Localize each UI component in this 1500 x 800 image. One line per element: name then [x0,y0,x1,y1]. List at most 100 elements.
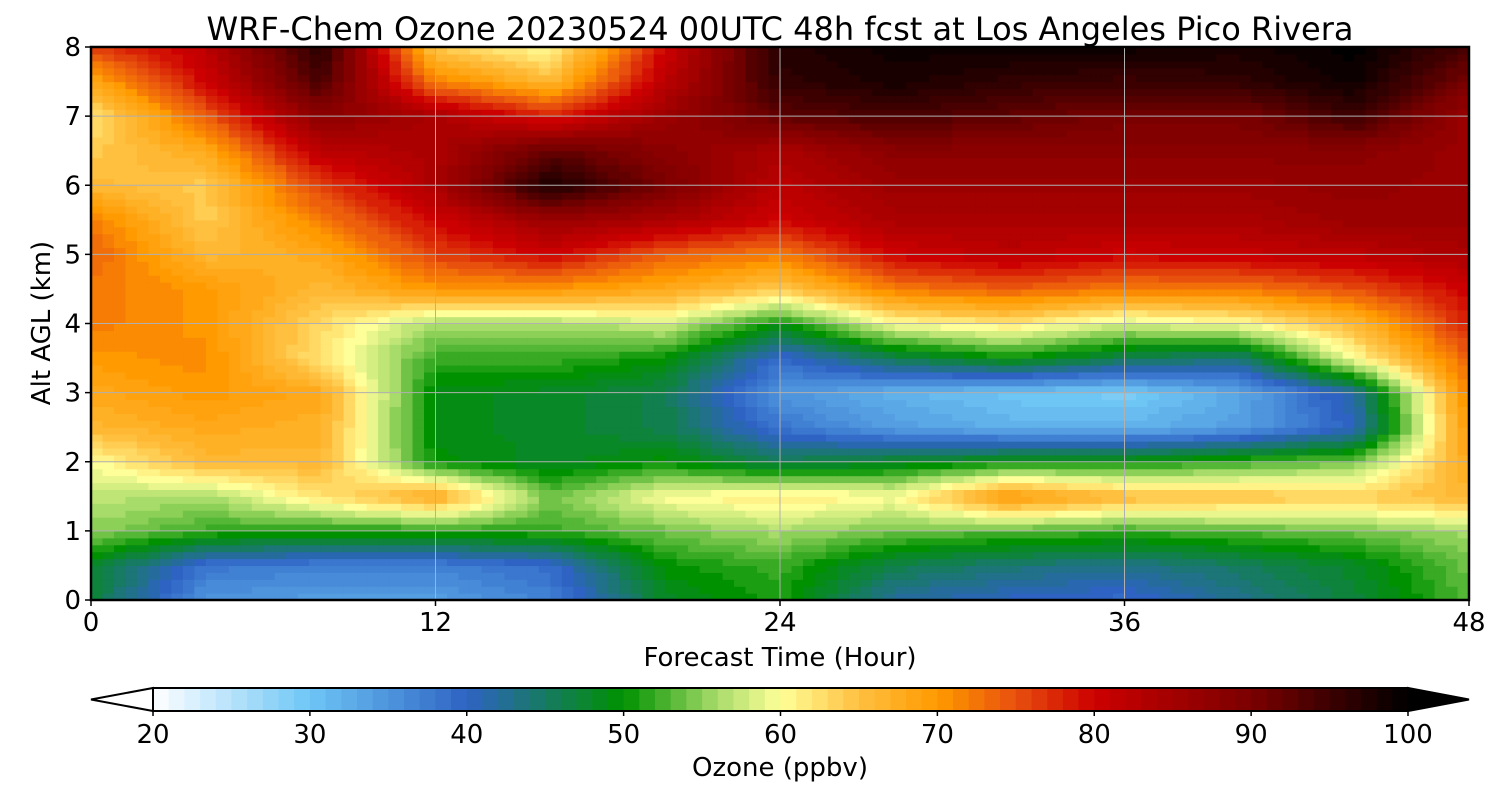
heatmap-cell [745,523,758,532]
heatmap-cell [929,309,942,318]
heatmap-cell [159,565,172,573]
heatmap-cell [860,378,873,387]
heatmap-cell [378,558,391,567]
heatmap-cell [676,482,689,490]
heatmap-cell [1009,468,1022,477]
heatmap-cell [802,309,816,318]
heatmap-cell [1170,323,1183,332]
heatmap-cell [504,558,517,567]
heatmap-cell [1135,399,1149,408]
heatmap-cell [1365,482,1378,490]
heatmap-cell [378,385,391,394]
heatmap-cell [871,530,884,539]
heatmap-cell [469,496,483,504]
heatmap-cell [1273,530,1286,539]
heatmap-cell [1067,378,1080,387]
heatmap-cell [561,579,574,587]
heatmap-cell [435,482,448,490]
heatmap-cell [1170,461,1183,470]
heatmap-cell [676,510,689,518]
heatmap-cell [538,337,551,345]
heatmap-cell [929,337,942,345]
heatmap-cell [814,406,827,414]
heatmap-cell [1044,544,1057,553]
heatmap-cell [366,551,379,560]
heatmap-cell [722,447,735,456]
heatmap-cell [274,406,287,414]
heatmap-cell [1239,316,1252,325]
heatmap-cell [366,316,379,325]
heatmap-cell [757,523,770,532]
heatmap-cell [355,454,368,463]
heatmap-cell [446,371,460,380]
heatmap-cell [894,517,907,525]
heatmap-cell [642,351,655,359]
heatmap-cell [745,337,758,345]
heatmap-cell [848,447,861,456]
heatmap-cell [584,364,597,373]
heatmap-cell [814,358,827,366]
heatmap-cell [1239,510,1252,518]
heatmap-cell [699,586,712,594]
heatmap-cell [286,510,299,518]
heatmap-cell [1147,420,1160,428]
heatmap-cell [1170,551,1183,560]
heatmap-cell [917,586,930,594]
heatmap-cell [1457,413,1470,421]
heatmap-cell [332,510,345,518]
heatmap-cell [952,517,965,525]
heatmap-cell [1113,593,1126,601]
heatmap-cell [1124,482,1137,490]
heatmap-cell [320,579,333,587]
heatmap-cell [1147,572,1160,580]
heatmap-cell [240,510,253,518]
heatmap-cell [297,572,310,580]
heatmap-cell [297,323,310,332]
heatmap-cell [1078,447,1091,456]
heatmap-cell [1250,593,1263,601]
heatmap-cell [1090,503,1103,511]
heatmap-cell [906,510,919,518]
heatmap-cell [814,364,827,373]
heatmap-cell [711,344,724,352]
heatmap-cell [228,544,241,553]
heatmap-cell [424,420,437,428]
heatmap-cell [883,468,896,477]
heatmap-cell [538,413,551,421]
heatmap-cell [435,337,448,345]
heatmap-cell [1308,427,1321,435]
heatmap-cell [1377,523,1390,532]
heatmap-cell [607,441,620,449]
heatmap-cell [263,530,276,539]
heatmap-cell [1216,385,1229,394]
heatmap-cell [171,399,184,408]
heatmap-cell [802,434,816,442]
heatmap-cell [136,323,150,332]
heatmap-cell [1388,572,1401,580]
heatmap-cell [1285,530,1298,539]
heatmap-cell [561,413,574,421]
heatmap-cell [320,420,333,428]
heatmap-cell [986,323,999,332]
heatmap-cell [642,558,655,567]
heatmap-cell [837,323,850,332]
heatmap-cell [435,544,448,553]
heatmap-cell [1262,503,1275,511]
heatmap-cell [802,351,816,359]
heatmap-cell [619,593,632,601]
heatmap-cell [1067,344,1080,352]
heatmap-cell [1216,558,1229,567]
heatmap-cell [1101,468,1114,477]
heatmap-cell [952,413,965,421]
heatmap-cell [573,496,586,504]
heatmap-cell [1124,358,1137,366]
heatmap-cell [837,496,850,504]
heatmap-cell [504,371,517,380]
heatmap-cell [561,316,574,325]
heatmap-cell [596,454,609,463]
heatmap-cell [263,371,276,380]
heatmap-cell [1354,447,1367,456]
heatmap-cell [1308,358,1321,366]
heatmap-cell [940,593,953,601]
heatmap-cell [780,447,793,456]
